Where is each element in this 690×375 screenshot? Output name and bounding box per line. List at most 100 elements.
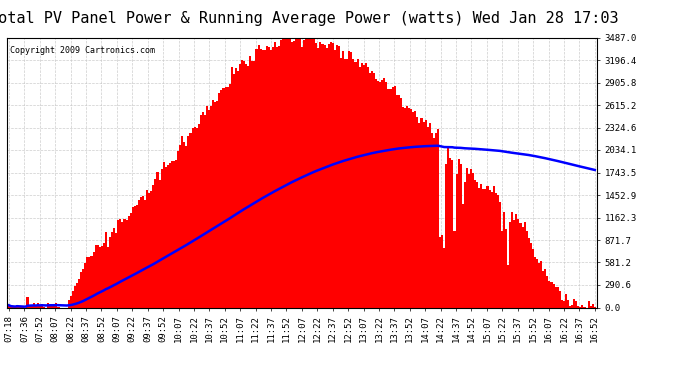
Bar <box>567 300 569 307</box>
Bar <box>188 136 190 308</box>
Bar <box>538 263 540 308</box>
Bar <box>192 128 194 308</box>
Bar <box>346 59 348 308</box>
Bar <box>8 305 10 308</box>
Bar <box>348 51 351 308</box>
Bar <box>82 269 84 308</box>
Bar <box>105 232 107 308</box>
Bar <box>157 172 159 308</box>
Bar <box>290 42 293 308</box>
Bar <box>551 282 553 308</box>
Bar <box>390 89 392 308</box>
Bar <box>515 214 518 308</box>
Bar <box>280 40 282 308</box>
Bar <box>152 185 155 308</box>
Bar <box>575 301 578 307</box>
Bar <box>351 52 353 308</box>
Bar <box>117 220 119 308</box>
Bar <box>200 115 202 308</box>
Bar <box>319 42 322 308</box>
Bar <box>398 94 400 308</box>
Bar <box>311 38 313 308</box>
Bar <box>57 307 59 308</box>
Bar <box>371 70 373 308</box>
Bar <box>388 89 390 308</box>
Bar <box>76 284 78 308</box>
Bar <box>424 120 426 308</box>
Bar <box>30 306 32 308</box>
Bar <box>138 200 140 308</box>
Bar <box>404 108 406 308</box>
Bar <box>588 302 590 307</box>
Bar <box>43 306 45 308</box>
Bar <box>373 73 375 308</box>
Bar <box>353 58 355 308</box>
Bar <box>317 48 319 308</box>
Bar <box>361 63 363 308</box>
Bar <box>328 44 330 308</box>
Bar <box>121 222 124 308</box>
Bar <box>392 87 394 308</box>
Bar <box>478 188 480 308</box>
Bar <box>313 39 315 308</box>
Bar <box>426 128 428 308</box>
Bar <box>150 191 152 308</box>
Bar <box>216 100 218 308</box>
Bar <box>480 184 482 308</box>
Bar <box>288 38 290 308</box>
Bar <box>136 205 138 308</box>
Bar <box>474 180 476 308</box>
Bar <box>400 98 402 308</box>
Bar <box>464 182 466 308</box>
Bar <box>324 45 326 308</box>
Bar <box>257 45 259 308</box>
Bar <box>119 219 121 308</box>
Bar <box>107 248 109 308</box>
Bar <box>214 102 216 308</box>
Bar <box>462 204 464 308</box>
Bar <box>10 307 12 308</box>
Bar <box>439 237 441 308</box>
Bar <box>359 68 361 308</box>
Bar <box>472 173 474 308</box>
Bar <box>111 232 113 308</box>
Bar <box>453 231 455 308</box>
Bar <box>90 256 92 308</box>
Bar <box>171 161 173 308</box>
Bar <box>431 133 433 308</box>
Bar <box>190 133 192 308</box>
Bar <box>559 291 561 308</box>
Bar <box>303 40 305 308</box>
Bar <box>315 44 317 308</box>
Bar <box>491 192 493 308</box>
Bar <box>497 195 499 308</box>
Bar <box>499 202 501 308</box>
Bar <box>386 82 388 308</box>
Bar <box>264 50 266 308</box>
Bar <box>540 261 542 308</box>
Bar <box>532 249 534 308</box>
Bar <box>128 216 130 308</box>
Bar <box>495 193 497 308</box>
Bar <box>380 82 382 308</box>
Bar <box>274 42 276 308</box>
Bar <box>233 75 235 308</box>
Bar <box>16 305 18 308</box>
Bar <box>544 270 546 308</box>
Bar <box>126 220 128 308</box>
Bar <box>132 207 134 308</box>
Bar <box>159 180 161 308</box>
Bar <box>95 244 97 308</box>
Bar <box>509 222 511 308</box>
Bar <box>573 299 575 307</box>
Text: Total PV Panel Power & Running Average Power (watts) Wed Jan 28 17:03: Total PV Panel Power & Running Average P… <box>0 11 618 26</box>
Bar <box>101 246 103 308</box>
Bar <box>51 306 53 308</box>
Bar <box>406 106 408 308</box>
Bar <box>322 44 324 308</box>
Bar <box>457 159 460 308</box>
Bar <box>97 245 99 308</box>
Bar <box>420 118 422 308</box>
Bar <box>377 81 380 308</box>
Bar <box>493 186 495 308</box>
